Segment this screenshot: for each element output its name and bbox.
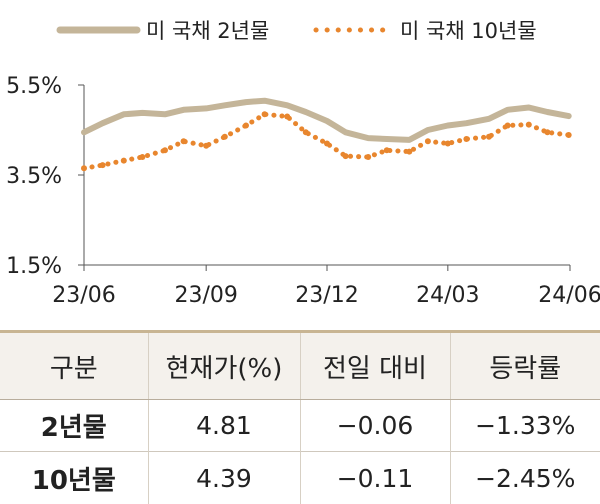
y-tick-label: 5.5%	[6, 74, 62, 99]
cell-rate: −1.33%	[449, 399, 600, 452]
header-category: 구분	[0, 330, 148, 400]
cell-change: −0.11	[299, 451, 450, 504]
cell-rate: −2.45%	[449, 451, 600, 504]
y-tick-label: 1.5%	[6, 254, 62, 279]
x-tick-label: 23/06	[52, 283, 115, 308]
header-price: 현재가(%)	[147, 330, 300, 400]
yield-table: 구분 현재가(%) 전일 대비 등락률 2년물 4.81 −0.06 −1.33…	[0, 330, 600, 504]
cell-price: 4.39	[147, 451, 300, 504]
y-ticks: 5.5% 3.5% 1.5%	[6, 74, 84, 279]
x-tick-label: 24/03	[416, 283, 479, 308]
header-change: 전일 대비	[299, 330, 450, 400]
cell-change: −0.06	[299, 399, 450, 452]
table-header-row: 구분 현재가(%) 전일 대비 등락률	[0, 330, 600, 400]
y-tick-label: 3.5%	[6, 164, 62, 189]
row-label: 10년물	[0, 451, 148, 504]
series-2y-line	[81, 97, 572, 143]
table-row: 10년물 4.39 −0.11 −2.45%	[0, 451, 600, 504]
cell-price: 4.81	[147, 399, 300, 452]
legend-label-10y: 미 국채 10년물	[400, 19, 537, 43]
series-2y	[81, 97, 572, 143]
x-tick-label: 23/09	[174, 283, 237, 308]
row-label: 2년물	[40, 413, 107, 444]
series-10y-line	[81, 111, 572, 171]
header-rate: 등락률	[449, 330, 600, 400]
x-tick-label: 23/12	[295, 283, 358, 308]
yield-chart: 미 국채 2년물 미 국채 10년물 23/06 23/09 23/12 24/03 2…	[6, 19, 600, 308]
legend: 미 국채 2년물 미 국채 10년물	[56, 19, 537, 43]
x-ticks: 23/06 23/09 23/12 24/03 24/06	[52, 265, 600, 308]
x-tick-label: 24/06	[538, 283, 600, 308]
table-row: 2년물 4.81 −0.06 −1.33%	[0, 399, 600, 452]
legend-label-2y: 미 국채 2년물	[146, 19, 269, 43]
series-10y	[81, 111, 572, 172]
